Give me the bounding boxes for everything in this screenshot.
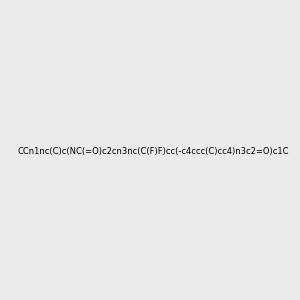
Text: CCn1nc(C)c(NC(=O)c2cn3nc(C(F)F)cc(-c4ccc(C)cc4)n3c2=O)c1C: CCn1nc(C)c(NC(=O)c2cn3nc(C(F)F)cc(-c4ccc…: [18, 147, 290, 156]
